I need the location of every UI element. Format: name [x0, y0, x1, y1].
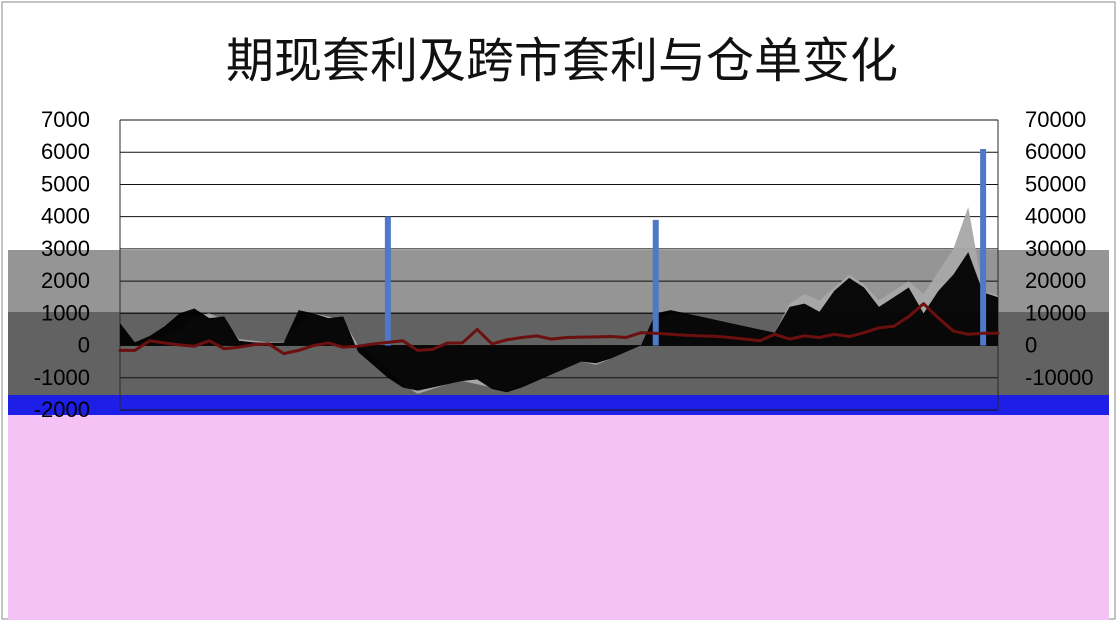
- right-axis-tick-label: 0: [1025, 333, 1037, 358]
- dark-area-series: [120, 252, 998, 393]
- left-axis-tick-label: 5000: [41, 171, 90, 196]
- chart-title: 期现套利及跨市套利与仓单变化: [226, 33, 898, 89]
- line-series: [118, 302, 1000, 356]
- right-axis-tick-label: 40000: [1025, 204, 1086, 229]
- bar-mark: [384, 216, 391, 346]
- bar-mark: [980, 149, 987, 346]
- left-axis-tick-label: 2000: [41, 268, 90, 293]
- left-axis-tick-label: -2000: [34, 397, 90, 422]
- left-axis-tick-label: 1000: [41, 300, 90, 325]
- right-axis-tick-label: 70000: [1025, 107, 1086, 132]
- right-axis-tick-label: 30000: [1025, 236, 1086, 261]
- right-axis-tick-label: 20000: [1025, 268, 1086, 293]
- right-axis-tick-label: 60000: [1025, 139, 1086, 164]
- left-axis-tick-label: 7000: [41, 107, 90, 132]
- left-axis-tick-label: -1000: [34, 365, 90, 390]
- left-axis-tick-label: 6000: [41, 139, 90, 164]
- bar-mark: [652, 219, 659, 346]
- left-axis-tick-label: 3000: [41, 236, 90, 261]
- right-axis-tick-label: 50000: [1025, 171, 1086, 196]
- left-axis-tick-label: 0: [78, 333, 90, 358]
- right-axis-tick-label: -10000: [1025, 365, 1094, 390]
- artifact-panel-pink: [8, 415, 1109, 620]
- left-axis-tick-label: 4000: [41, 204, 90, 229]
- right-axis-tick-label: 10000: [1025, 300, 1086, 325]
- artifact-strip-blue: [8, 395, 1109, 415]
